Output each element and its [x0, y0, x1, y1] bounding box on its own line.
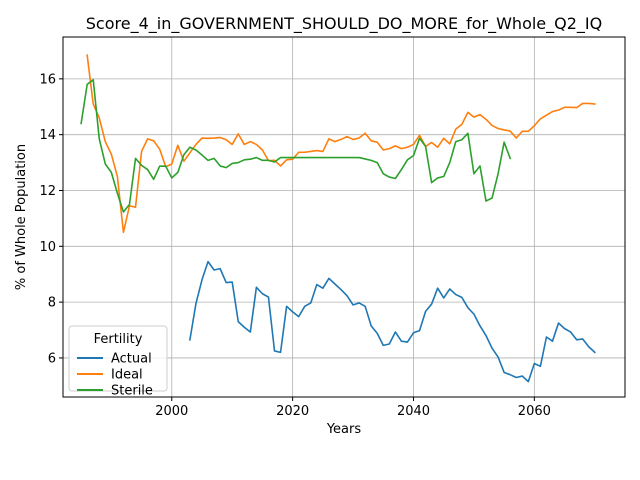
x-axis-ticks: 2000 2020 2040 2060 — [155, 397, 551, 419]
plot-frame — [62, 36, 626, 398]
legend-title: Fertility — [94, 332, 143, 347]
y-axis-label: % of Whole Population — [14, 144, 29, 290]
y-tick-label: 10 — [39, 240, 56, 255]
series-line-actual — [188, 260, 596, 383]
series-lines — [80, 54, 596, 383]
x-tick-label: 2040 — [397, 404, 430, 419]
y-tick-label: 14 — [39, 128, 56, 143]
y-tick-label: 12 — [39, 184, 56, 199]
legend-label-ideal: Ideal — [111, 368, 143, 383]
x-tick-label: 2020 — [276, 404, 309, 419]
y-tick-label: 6 — [48, 351, 56, 366]
series-line-ideal — [86, 54, 596, 234]
chart-title: Score_4_in_GOVERNMENT_SHOULD_DO_MORE_for… — [86, 14, 602, 34]
legend-label-actual: Actual — [111, 352, 152, 367]
y-tick-label: 8 — [48, 296, 56, 311]
legend-label-sterile: Sterile — [111, 384, 153, 399]
grid-lines — [63, 37, 625, 397]
x-tick-label: 2060 — [518, 404, 551, 419]
y-axis-ticks: 6 8 10 12 14 16 — [39, 72, 63, 366]
y-tick-label: 16 — [39, 72, 56, 87]
x-tick-label: 2000 — [155, 404, 188, 419]
x-axis-label: Years — [326, 422, 362, 437]
series-line-sterile — [80, 78, 512, 213]
